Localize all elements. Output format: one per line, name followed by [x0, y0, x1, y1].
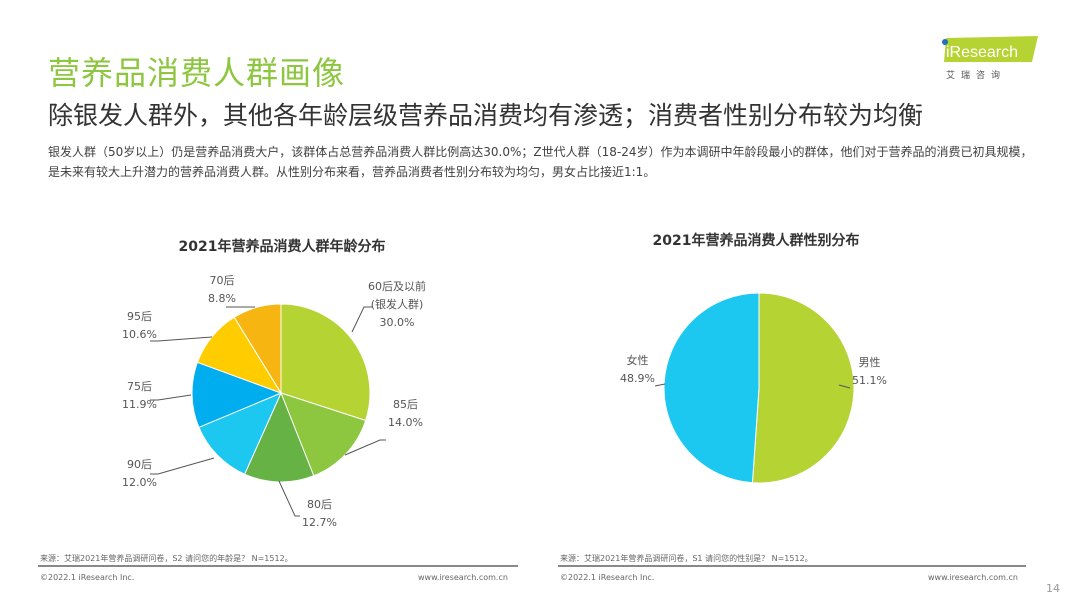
pie-slice-0 [751, 292, 855, 484]
copyright: ©2022.1 iResearch Inc. [40, 573, 135, 582]
pie-slice-1 [280, 392, 367, 477]
pie-slice-1 [663, 292, 760, 484]
label-75: 75后 11.9% [122, 380, 157, 411]
chart-title-gender: 2021年营养品消费人群性别分布 [652, 233, 860, 249]
gender-pie [663, 292, 855, 484]
source-age: 来源：艾瑞2021年营养品调研问卷，S2 请问您的年龄是？ N=1512。 [40, 554, 293, 563]
label-female: 女性 48.9% [620, 354, 655, 385]
svg-text:艾瑞咨询: 艾瑞咨询 [946, 69, 1006, 81]
age-pie [191, 303, 371, 483]
leader-90 [150, 457, 215, 475]
leader-75 [150, 394, 192, 401]
leader-female [654, 383, 666, 387]
label-60: 60后及以前 (银发人群) 30.0% [368, 280, 426, 329]
iresearch-logo: iResearch 艾瑞咨询 [936, 36, 1040, 82]
leader-95 [150, 336, 213, 342]
leader-male [838, 384, 851, 389]
pie-slice-0 [280, 303, 371, 422]
website-link[interactable]: www.iresearch.com.cn [928, 573, 1018, 582]
pie-slice-6 [233, 303, 282, 395]
label-male: 男性 51.1% [852, 356, 887, 387]
description: 银发人群（50岁以上）仍是营养品消费大户，该群体占总营养品消费人群比例高达30.… [48, 145, 1033, 179]
page-subtitle: 除银发人群外，其他各年龄层级营养品消费均有渗透；消费者性别分布较为均衡 [48, 101, 924, 130]
leader-80 [278, 480, 300, 517]
website-link[interactable]: www.iresearch.com.cn [418, 573, 508, 582]
label-90: 90后 12.0% [122, 458, 157, 489]
source-gender: 来源：艾瑞2021年营养品调研问卷，S1 请问您的性别是？ N=1512。 [560, 554, 813, 563]
leader-85 [344, 439, 386, 456]
divider [38, 565, 518, 567]
label-85: 85后 14.0% [388, 398, 423, 429]
pie-slice-3 [198, 392, 282, 475]
label-70: 70后 8.8% [208, 274, 236, 305]
page-number: 14 [1046, 582, 1060, 595]
chart-title-age: 2021年营养品消费人群年龄分布 [178, 239, 386, 255]
svg-text:iResearch: iResearch [946, 44, 1018, 61]
label-95: 95后 10.6% [122, 310, 157, 341]
leader-60 [351, 306, 372, 333]
page-title: 营养品消费人群画像 [48, 54, 346, 92]
copyright: ©2022.1 iResearch Inc. [560, 573, 655, 582]
logo-mark: iResearch 艾瑞咨询 [942, 36, 1038, 81]
pie-slice-4 [191, 361, 283, 428]
divider [558, 565, 1026, 567]
leader-lines [150, 306, 851, 517]
label-80: 80后 12.7% [302, 498, 337, 529]
